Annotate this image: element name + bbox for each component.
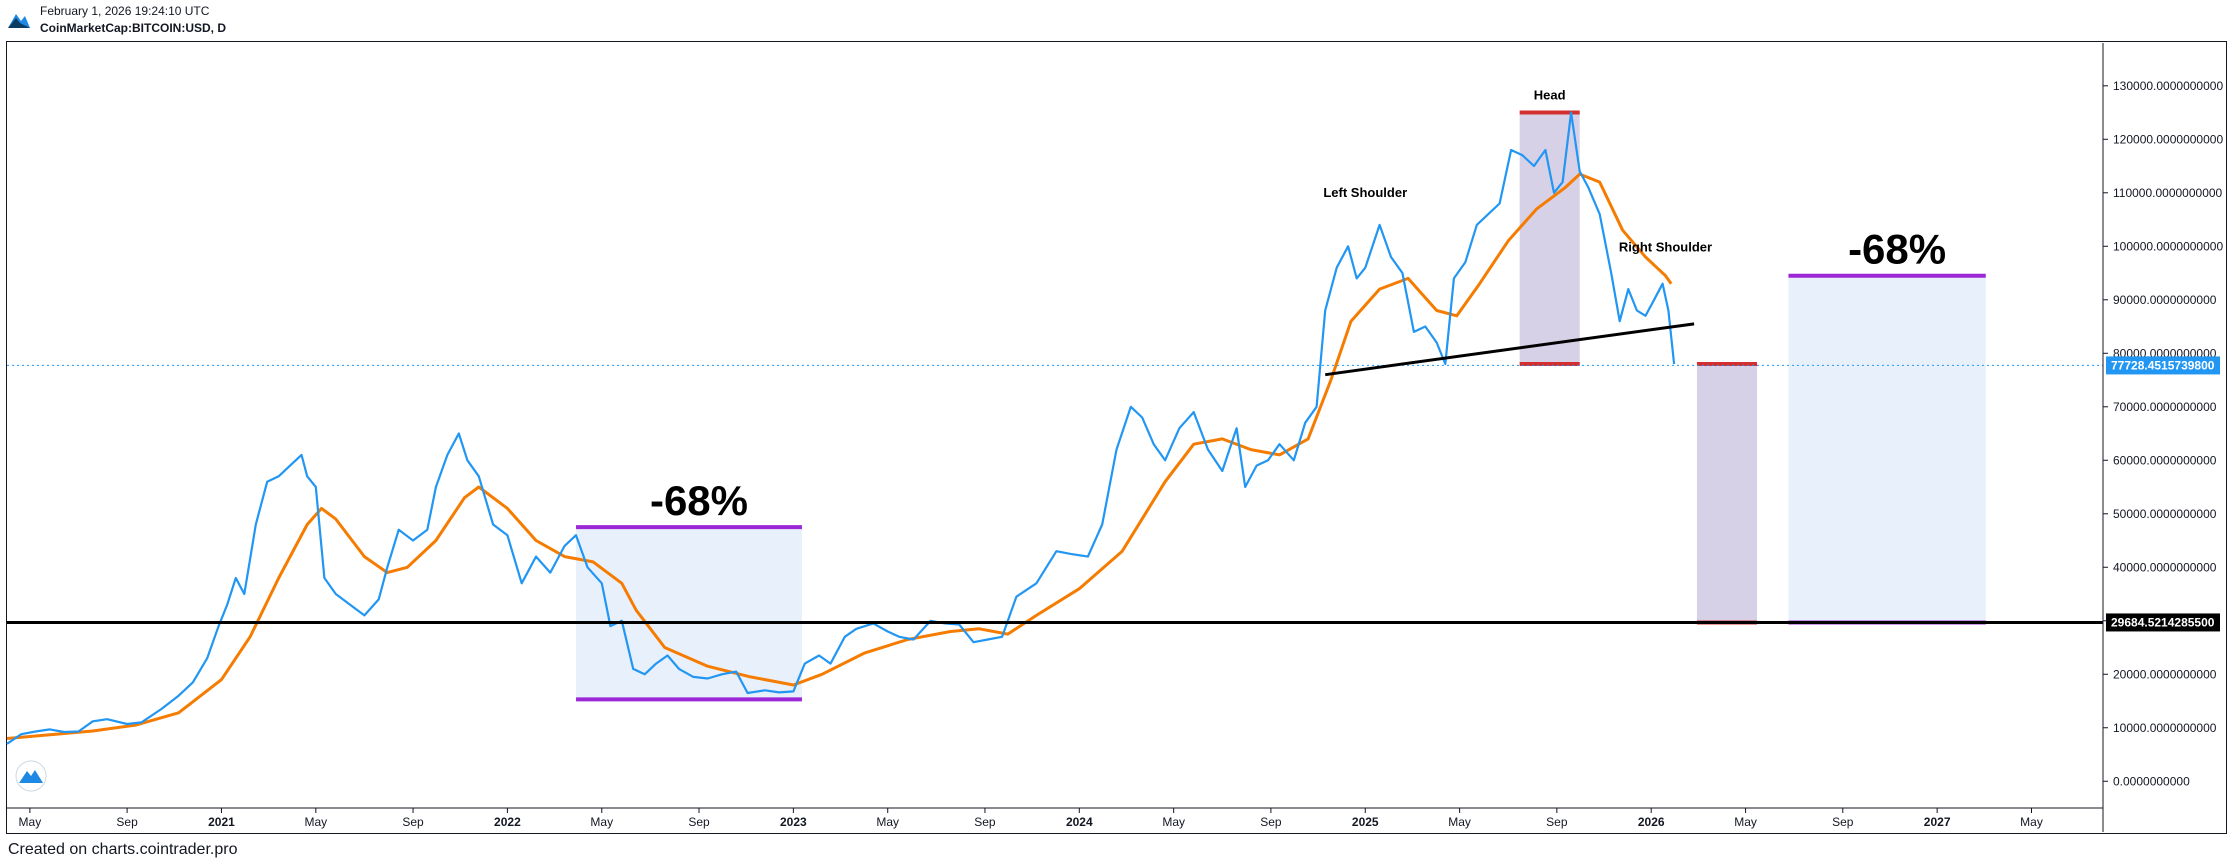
zones-layer bbox=[576, 110, 1986, 702]
drawdown-2022-zone bbox=[576, 527, 802, 700]
x-tick-label: 2027 bbox=[1924, 815, 1951, 829]
support-price-label: 29684.5214285500 bbox=[2111, 615, 2215, 629]
head-height-zone bbox=[1519, 112, 1580, 364]
last-price-label-bg bbox=[2106, 356, 2220, 375]
drawdown-2022-label: -68% bbox=[650, 477, 748, 524]
x-tick-label: May bbox=[876, 815, 899, 829]
x-tick-label: Sep bbox=[402, 815, 424, 829]
support-label-bg bbox=[2106, 613, 2220, 632]
y-tick-label: 0.0000000000 bbox=[2113, 774, 2190, 788]
x-tick-label: 2022 bbox=[494, 815, 521, 829]
x-tick-label: May bbox=[304, 815, 327, 829]
x-tick-label: 2024 bbox=[1066, 815, 1093, 829]
y-tick-label: 120000.0000000000 bbox=[2113, 132, 2223, 146]
x-tick-label: Sep bbox=[1832, 815, 1854, 829]
y-tick-label: 20000.0000000000 bbox=[2113, 667, 2217, 681]
x-tick-label: May bbox=[1734, 815, 1757, 829]
x-tick-label: 2025 bbox=[1352, 815, 1379, 829]
x-tick-label: Sep bbox=[974, 815, 996, 829]
y-axis-ticks: 0.0000000000 10000.0000000000 20000.000000… bbox=[2103, 79, 2223, 788]
footer-credit: Created on charts.cointrader.pro bbox=[8, 841, 238, 858]
last-price-label: 77728.4515739800 bbox=[2111, 358, 2215, 372]
watermark-logo-icon bbox=[15, 760, 47, 792]
neckline-trendline bbox=[1325, 322, 1695, 377]
x-tick-label: 2021 bbox=[208, 815, 235, 829]
chart-timestamp: February 1, 2026 19:24:10 UTC bbox=[40, 4, 210, 18]
x-axis-ticks: May Sep 2021 May Sep 2022 May Sep 2023 May Sep 2024… bbox=[19, 808, 2043, 829]
y-tick-label: 90000.0000000000 bbox=[2113, 293, 2217, 307]
x-tick-label: May bbox=[2020, 815, 2043, 829]
cointrader-logo-icon bbox=[8, 14, 30, 28]
y-tick-label: 70000.0000000000 bbox=[2113, 400, 2217, 414]
x-tick-label: Sep bbox=[1546, 815, 1568, 829]
x-tick-label: 2023 bbox=[780, 815, 807, 829]
projected-drop-label: -68% bbox=[1848, 226, 1946, 273]
projected-target-zone bbox=[1696, 363, 1758, 623]
y-tick-label: 10000.0000000000 bbox=[2113, 721, 2217, 735]
y-tick-label: 50000.0000000000 bbox=[2113, 507, 2217, 521]
head-label: Head bbox=[1534, 88, 1566, 103]
price-line[interactable] bbox=[6, 111, 1676, 745]
moving-average-line bbox=[6, 172, 1673, 740]
x-tick-label: Sep bbox=[688, 815, 710, 829]
left-shoulder-label: Left Shoulder bbox=[1323, 185, 1407, 200]
x-tick-label: May bbox=[1448, 815, 1471, 829]
x-tick-label: May bbox=[1162, 815, 1185, 829]
y-tick-label: 110000.0000000000 bbox=[2113, 186, 2223, 200]
y-tick-label: 60000.0000000000 bbox=[2113, 453, 2217, 467]
y-tick-label: 40000.0000000000 bbox=[2113, 560, 2217, 574]
right-shoulder-label: Right Shoulder bbox=[1619, 239, 1712, 254]
x-tick-label: 2026 bbox=[1638, 815, 1665, 829]
projected-drop-zone bbox=[1788, 275, 1986, 623]
x-tick-label: May bbox=[590, 815, 613, 829]
chart-symbol: CoinMarketCap:BITCOIN:USD, D bbox=[40, 21, 227, 35]
y-tick-label: 130000.0000000000 bbox=[2113, 79, 2223, 93]
x-tick-label: May bbox=[19, 815, 42, 829]
x-tick-label: Sep bbox=[116, 815, 138, 829]
chart-frame bbox=[6, 41, 2227, 834]
x-tick-label: Sep bbox=[1260, 815, 1282, 829]
y-tick-label: 100000.0000000000 bbox=[2113, 239, 2223, 253]
